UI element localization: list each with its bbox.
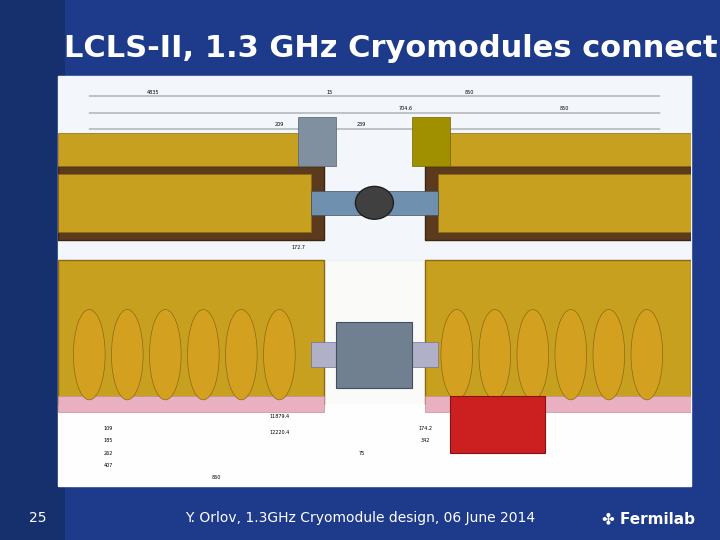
Bar	[58, 166, 324, 240]
Bar	[311, 342, 361, 367]
Bar	[425, 166, 691, 240]
Ellipse shape	[73, 309, 105, 400]
Ellipse shape	[264, 309, 295, 400]
Bar	[58, 396, 324, 412]
Bar	[425, 133, 691, 166]
Bar	[0, 0, 65, 540]
Text: 4835: 4835	[146, 90, 159, 94]
Bar	[298, 117, 336, 166]
Text: 185: 185	[104, 438, 113, 443]
Text: 407: 407	[104, 463, 113, 468]
Bar	[58, 76, 691, 486]
Text: Y. Orlov, 1.3GHz Cryomodule design, 06 June 2014: Y. Orlov, 1.3GHz Cryomodule design, 06 J…	[185, 511, 535, 525]
Text: 12220.4: 12220.4	[269, 430, 289, 435]
Bar	[58, 133, 324, 166]
Text: 174.2: 174.2	[418, 426, 432, 431]
Bar	[58, 174, 311, 232]
Bar	[425, 260, 691, 404]
Ellipse shape	[112, 309, 143, 400]
Ellipse shape	[150, 309, 181, 400]
Ellipse shape	[356, 186, 393, 219]
Text: 209: 209	[275, 123, 284, 127]
Ellipse shape	[441, 309, 472, 400]
Bar	[58, 260, 324, 404]
Bar	[387, 191, 438, 215]
Text: 15: 15	[327, 90, 333, 94]
Ellipse shape	[517, 309, 549, 400]
Ellipse shape	[593, 309, 625, 400]
Ellipse shape	[187, 309, 219, 400]
Bar	[413, 117, 451, 166]
Text: 850: 850	[464, 90, 474, 94]
Text: 262: 262	[104, 451, 113, 456]
Text: ✤ Fermilab: ✤ Fermilab	[601, 511, 695, 526]
Text: 342: 342	[420, 438, 430, 443]
Ellipse shape	[225, 309, 257, 400]
Text: 11879.4: 11879.4	[269, 414, 289, 418]
Text: LCLS-II, 1.3 GHz Cryomodules connection: LCLS-II, 1.3 GHz Cryomodules connection	[64, 34, 720, 63]
Text: 860: 860	[211, 475, 221, 480]
Text: 172.7: 172.7	[292, 246, 305, 251]
Bar	[336, 322, 413, 388]
Text: 850: 850	[559, 106, 570, 111]
Ellipse shape	[479, 309, 510, 400]
Text: 75: 75	[359, 451, 365, 456]
Text: 239: 239	[357, 123, 366, 127]
Ellipse shape	[555, 309, 587, 400]
Bar	[425, 396, 691, 412]
Bar	[438, 174, 691, 232]
Bar	[387, 342, 438, 367]
Text: 704.6: 704.6	[399, 106, 413, 111]
Ellipse shape	[631, 309, 662, 400]
Text: 25: 25	[29, 511, 46, 525]
Bar	[311, 191, 361, 215]
Text: 109: 109	[104, 426, 113, 431]
Bar	[451, 396, 546, 453]
